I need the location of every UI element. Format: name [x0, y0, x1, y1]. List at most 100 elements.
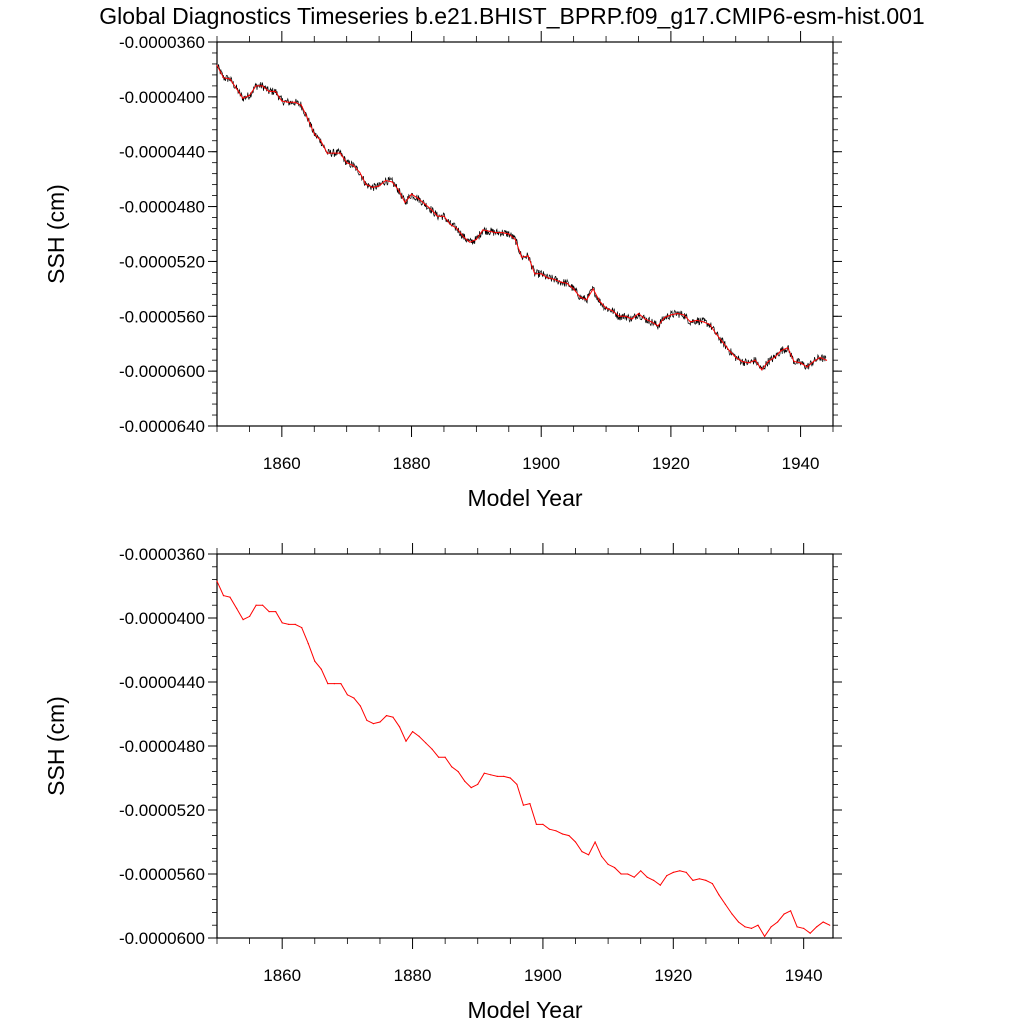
data-point	[568, 835, 570, 837]
y-tick-label: -0.0000480	[119, 737, 205, 756]
data-point	[692, 879, 694, 882]
data-point	[614, 867, 616, 869]
plot-frame	[216, 41, 834, 427]
data-point	[728, 350, 730, 352]
data-point	[715, 333, 717, 335]
data-point	[650, 321, 653, 323]
data-point	[372, 186, 374, 188]
data-point	[711, 883, 714, 885]
data-point	[588, 854, 590, 856]
top-panel: -0.0000360 -0.0000400 -0.0000440 -0.0000480…	[43, 31, 842, 511]
data-point	[698, 878, 701, 880]
data-point	[353, 697, 355, 699]
data-point	[800, 362, 802, 364]
data-point	[379, 721, 381, 723]
data-point	[431, 748, 433, 750]
data-point	[514, 238, 516, 241]
y-tick-label: -0.0000520	[119, 801, 205, 820]
data-point	[451, 766, 453, 768]
data-point	[255, 604, 257, 606]
data-point	[333, 683, 335, 685]
data-point	[722, 341, 724, 343]
data-point	[372, 723, 374, 725]
data-point	[574, 841, 577, 843]
y-tick-label: -0.0000360	[119, 33, 205, 52]
x-tick-label: 1920	[654, 966, 692, 985]
data-point	[236, 607, 238, 610]
data-point	[216, 580, 218, 582]
data-point	[314, 660, 316, 662]
y-axis-title: SSH (cm)	[43, 184, 69, 284]
data-point	[601, 855, 603, 858]
data-point	[464, 780, 466, 782]
data-point	[249, 615, 251, 618]
y-tick-label: -0.0000520	[119, 252, 205, 271]
y-tick-label: -0.0000360	[119, 545, 205, 564]
data-point	[508, 233, 510, 235]
data-point	[780, 350, 782, 352]
data-point	[405, 740, 407, 742]
data-point	[822, 921, 824, 923]
data-point	[235, 88, 238, 90]
data-point	[529, 803, 531, 805]
data-point	[540, 273, 542, 275]
data-point	[391, 181, 393, 183]
x-tick-label: 1860	[263, 966, 301, 985]
data-point	[624, 315, 627, 317]
data-point	[783, 913, 785, 915]
data-point	[488, 230, 490, 232]
data-point	[320, 668, 322, 670]
y-tick-label: -0.0000600	[119, 362, 205, 381]
data-point	[288, 623, 290, 626]
data-point	[229, 596, 231, 598]
data-point	[222, 77, 225, 79]
data-point	[346, 694, 348, 696]
data-point	[255, 85, 257, 87]
data-point	[633, 876, 635, 878]
data-point	[573, 288, 575, 290]
data-point	[829, 924, 831, 926]
y-tick-label: -0.0000560	[119, 865, 205, 884]
data-point	[620, 873, 622, 875]
data-point	[261, 85, 263, 87]
data-point	[521, 256, 523, 258]
annual-mean-series-line	[216, 580, 830, 938]
data-point	[462, 236, 464, 238]
data-point	[599, 300, 601, 302]
y-axis-title: SSH (cm)	[43, 696, 69, 796]
data-point	[812, 360, 815, 363]
data-point	[438, 756, 440, 758]
data-point	[425, 742, 427, 744]
data-point	[475, 238, 477, 241]
annual-mean-series-line	[216, 65, 827, 371]
data-point	[501, 232, 503, 234]
data-point	[553, 278, 555, 280]
data-point	[560, 281, 562, 283]
data-point	[307, 118, 309, 120]
data-point	[307, 643, 309, 645]
x-tick-label: 1940	[782, 454, 820, 473]
y-tick-label: -0.0000560	[119, 307, 205, 326]
data-point	[229, 78, 231, 80]
data-point	[327, 683, 329, 685]
y-tick-label: -0.0000600	[119, 929, 205, 948]
data-point	[770, 926, 772, 928]
data-point	[702, 321, 704, 323]
data-point	[482, 229, 484, 231]
data-point	[631, 318, 633, 320]
data-point	[423, 203, 426, 205]
data-point	[469, 241, 471, 243]
bottom-panel: -0.0000360 -0.0000400 -0.0000440 -0.0000480…	[43, 543, 842, 1023]
data-point	[436, 215, 439, 217]
data-point	[724, 903, 727, 906]
data-point	[398, 189, 400, 191]
data-point	[594, 841, 596, 843]
data-point	[456, 227, 458, 230]
data-point	[346, 162, 348, 164]
y-tick-label: -0.0000640	[119, 417, 205, 436]
data-point	[790, 910, 792, 912]
data-point	[548, 828, 551, 830]
data-point	[796, 926, 798, 928]
data-point	[764, 935, 766, 938]
y-tick-label: -0.0000440	[119, 143, 205, 162]
